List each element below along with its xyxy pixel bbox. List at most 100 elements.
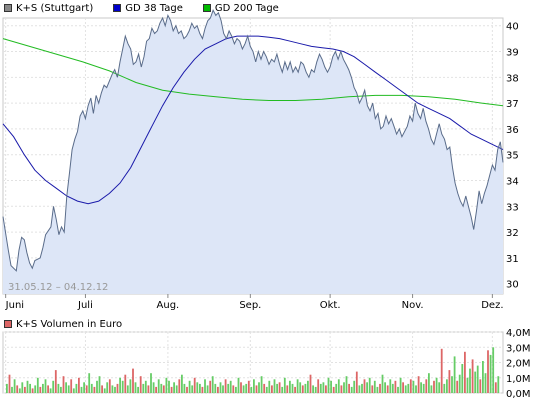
volume-bar <box>428 373 430 393</box>
volume-bar <box>304 383 307 393</box>
volume-bar <box>438 382 441 393</box>
volume-bar <box>93 386 96 393</box>
volume-bar <box>412 380 415 393</box>
volume-bar <box>325 385 327 393</box>
volume-bar <box>168 380 170 393</box>
y-tick-label: 30 <box>506 280 519 291</box>
volume-bar <box>24 386 26 393</box>
y-tick-label: 31 <box>506 254 519 265</box>
volume-bar <box>160 383 163 393</box>
volume-bar <box>415 385 417 393</box>
volume-bar <box>139 376 142 393</box>
volume-bar <box>289 380 291 393</box>
volume-bar <box>458 374 461 393</box>
legend-label-price: K+S (Stuttgart) <box>16 2 94 14</box>
volume-bar <box>271 385 273 393</box>
volume-bar <box>255 385 258 393</box>
volume-bar <box>433 380 435 393</box>
y-tick-label: 37 <box>506 99 519 110</box>
volume-bar <box>420 382 422 393</box>
volume-bar <box>332 386 335 393</box>
volume-bar <box>134 382 137 393</box>
volume-bar <box>111 385 114 393</box>
volume-bar <box>307 380 309 393</box>
volume-bar <box>384 382 386 393</box>
volume-bar <box>103 388 106 393</box>
volume-bar <box>150 373 152 393</box>
volume-bar <box>379 383 381 393</box>
volume-bar <box>466 377 469 394</box>
volume-bar <box>72 388 75 393</box>
volume-bar <box>301 385 304 393</box>
legend-label-gd38: GD 38 Tage <box>125 2 183 14</box>
volume-bar <box>39 386 42 393</box>
volume-bar <box>451 376 453 393</box>
volume-bar <box>353 380 356 393</box>
volume-bar <box>245 383 248 393</box>
volume-bar <box>232 385 235 393</box>
volume-bar <box>335 383 338 393</box>
volume-bar <box>67 385 70 393</box>
volume-bar <box>402 382 404 393</box>
volume-bar <box>443 383 446 393</box>
legend-item-price: K+S (Stuttgart) <box>4 3 93 14</box>
volume-bar <box>446 379 448 393</box>
volume-bar <box>489 354 492 393</box>
legend-swatch-gd38 <box>113 4 122 12</box>
y-tick-label: 40 <box>506 22 519 33</box>
y-tick-label: 32 <box>506 228 519 239</box>
volume-tick-label: 1,0M <box>506 374 531 385</box>
legend-item-gd200: GD 200 Tage <box>202 3 279 14</box>
volume-bar <box>260 376 263 393</box>
volume-bar <box>497 376 500 393</box>
legend-label-volume: K+S Volumen in Euro <box>16 318 123 330</box>
x-tick-label: Juli <box>77 300 93 311</box>
volume-bar <box>90 383 93 393</box>
volume-bar <box>494 382 497 393</box>
x-tick-label: Okt. <box>320 300 341 311</box>
volume-bar <box>407 383 410 393</box>
volume-bar <box>119 377 121 394</box>
volume-bar <box>165 377 168 394</box>
volume-bar <box>242 385 245 393</box>
volume-bar <box>121 380 124 393</box>
volume-bar <box>343 382 345 393</box>
volume-bar <box>193 377 196 394</box>
volume-bar <box>101 385 103 393</box>
volume-bar <box>330 380 332 393</box>
date-range-label: 31.05.12 – 04.12.12 <box>8 282 108 293</box>
volume-bar <box>124 374 127 393</box>
volume-bar <box>430 385 433 393</box>
volume-bar <box>273 379 276 393</box>
volume-bar <box>75 383 78 393</box>
volume-bar <box>85 385 88 393</box>
volume-tick-label: 3,0M <box>506 343 531 354</box>
volume-bar <box>114 386 116 393</box>
volume-bar <box>155 386 157 393</box>
volume-bar <box>469 368 471 393</box>
volume-bar <box>47 385 49 393</box>
x-tick-label: Sep. <box>239 300 261 311</box>
volume-bar <box>340 385 343 393</box>
volume-bar <box>299 382 302 393</box>
legend-item-gd38: GD 38 Tage <box>113 3 183 14</box>
volume-bar <box>183 383 186 393</box>
volume-bar <box>435 377 438 394</box>
volume-bar <box>291 383 294 393</box>
volume-bar <box>126 385 129 393</box>
volume-bar <box>199 383 201 393</box>
volume-bar <box>376 386 379 393</box>
volume-bar <box>358 385 361 393</box>
volume-bar <box>52 380 55 393</box>
volume-bar <box>96 380 98 393</box>
volume-bar <box>409 379 412 393</box>
volume-bar <box>152 382 155 393</box>
volume-bar <box>268 380 271 393</box>
price-area-fill <box>3 10 503 295</box>
volume-bar <box>281 386 284 393</box>
volume-bar <box>178 379 181 393</box>
volume-bar <box>170 386 173 393</box>
volume-bar <box>162 385 165 393</box>
volume-bar <box>132 368 134 393</box>
volume-bar <box>350 386 353 393</box>
